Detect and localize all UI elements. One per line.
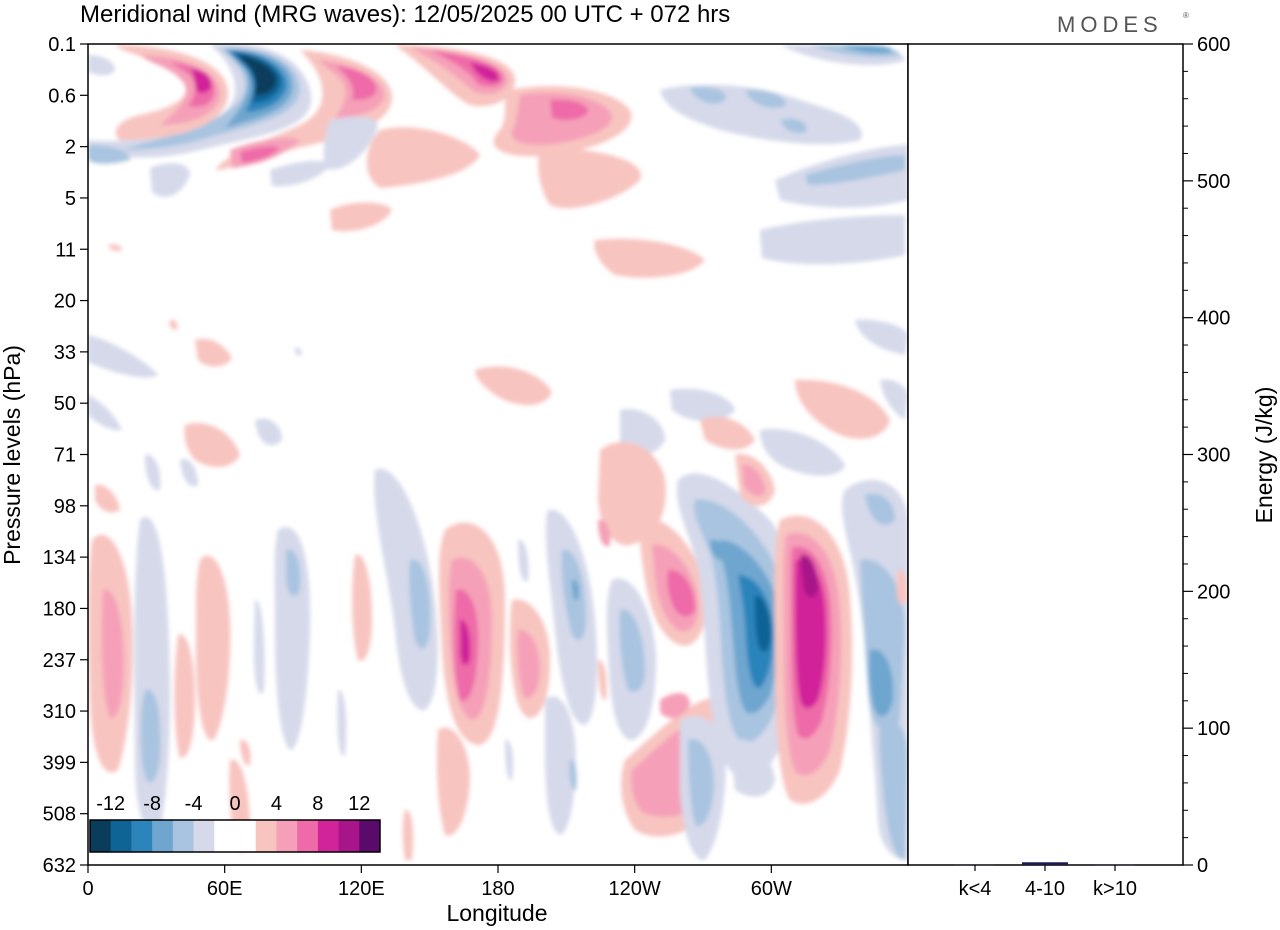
colorbar-swatch (255, 820, 277, 852)
x-tick-label: 60E (207, 878, 243, 900)
colorbar-swatch (193, 820, 215, 852)
y-tick-label: 11 (55, 239, 76, 261)
y-tick-label: 20 (54, 291, 76, 313)
colorbar-label: 0 (229, 793, 240, 815)
energy-category-labels: k<4 4-10 k>10 (959, 865, 1137, 900)
upper-wave-positive-30E (115, 45, 229, 140)
colorbar-swatch (131, 820, 153, 852)
energy-tick-label: 400 (1197, 308, 1230, 330)
energy-category-label: 4-10 (1025, 878, 1065, 900)
y-tick-label: 237 (43, 650, 76, 672)
lower-column-60W-positive (774, 515, 853, 804)
colorbar-swatch (359, 820, 381, 852)
modes-logo: MODES (1057, 12, 1163, 37)
x-tick-label: 0 (82, 878, 93, 900)
energy-panel: k<4 4-10 k>10 0 100 200 300 400 500 600 Energy (… (907, 34, 1277, 900)
energy-tick-label: 600 (1197, 34, 1230, 56)
colorbar-swatch (152, 820, 174, 852)
energy-category-label: k<4 (959, 878, 992, 900)
upper-wave-positive-90E (215, 50, 393, 170)
x-axis-ticks: 0 60E 120E 180 120W 60W (82, 865, 792, 900)
colorbar-swatch (90, 820, 112, 852)
upper-wave-positive-180 (366, 86, 642, 209)
energy-axis-title: Energy (J/kg) (1251, 387, 1277, 524)
colorbar-swatch (338, 820, 360, 852)
x-axis-title: Longitude (446, 900, 547, 926)
upper-wave-negative-60E (88, 44, 312, 158)
y-tick-label: 399 (43, 752, 76, 774)
lower-column-115E (352, 468, 438, 711)
energy-category-label: k>10 (1093, 878, 1137, 900)
y-tick-label: 310 (43, 701, 76, 723)
colorbar-frame (89, 819, 381, 853)
y-tick-label: 71 (54, 445, 76, 467)
lower-column-140W-positive (598, 441, 706, 701)
lower-column-180-positive (436, 522, 550, 836)
energy-tick-label: 500 (1197, 171, 1230, 193)
energy-bar (1022, 862, 1068, 865)
lower-column-40E (174, 555, 231, 759)
colorbar-label: 12 (348, 793, 370, 815)
energy-bar (1095, 864, 1135, 866)
x-tick-label: 120W (609, 878, 661, 900)
colorbar-swatch (110, 820, 132, 852)
energy-bars (955, 862, 1135, 866)
heatmap-plot (87, 43, 909, 866)
x-tick-label: 120E (338, 878, 385, 900)
lower-column-0E (88, 484, 133, 773)
colorbar-label: 8 (312, 793, 323, 815)
colorbar-swatch (235, 820, 257, 852)
colorbar-swatch (276, 820, 298, 852)
lower-column-25E (134, 517, 170, 833)
y-tick-label: 5 (65, 188, 76, 210)
colorbar (89, 819, 381, 853)
lower-column-30W-negative (842, 480, 908, 860)
energy-tick-label: 300 (1197, 445, 1230, 467)
energy-frame (907, 43, 1184, 866)
y-tick-label: 632 (43, 855, 76, 877)
energy-y-ticks: 0 100 200 300 400 500 600 (1183, 34, 1230, 877)
y-tick-label: 0.1 (48, 34, 76, 56)
colorbar-label: 4 (271, 793, 282, 815)
y-axis-title: Pressure levels (hPa) (0, 345, 25, 565)
colorbar-label: -12 (96, 793, 125, 815)
lower-column-130W-negative (606, 578, 656, 740)
colorbar-swatch (214, 820, 236, 852)
colorbar-swatch (172, 820, 195, 852)
energy-tick-label: 200 (1197, 581, 1230, 603)
y-tick-label: 0.6 (48, 85, 76, 107)
bottom-small-patches (145, 319, 577, 860)
y-tick-label: 98 (54, 496, 76, 518)
colorbar-swatch (317, 820, 340, 852)
lower-column-75W-negative (677, 416, 796, 861)
x-tick-label: 60W (751, 878, 792, 900)
y-tick-label: 134 (43, 547, 76, 569)
y-tick-label: 50 (54, 393, 76, 415)
chart-title: Meridional wind (MRG waves): 12/05/2025 … (80, 1, 730, 28)
energy-bar (955, 864, 995, 866)
y-tick-label: 33 (54, 342, 76, 364)
colorbar-swatch (297, 820, 319, 852)
y-tick-label: 508 (43, 804, 76, 826)
colorbar-label: -4 (185, 793, 203, 815)
colorbar-labels: -12 -8 -4 0 4 8 12 (96, 793, 370, 815)
lower-column-160W (505, 509, 597, 835)
mid-level-patches (88, 202, 908, 476)
energy-tick-label: 0 (1197, 855, 1208, 877)
colorbar-label: -8 (143, 793, 161, 815)
upper-negative-patches (88, 45, 908, 265)
registered-mark: ® (1183, 11, 1189, 20)
x-tick-label: 180 (481, 878, 514, 900)
energy-tick-label: 100 (1197, 718, 1230, 740)
y-tick-label: 180 (43, 598, 76, 620)
upper-wave-positive-150E (395, 45, 515, 107)
y-axis-ticks: 0.1 0.6 2 5 11 20 33 50 71 98 134 180 237 310 399 508 63… (43, 34, 88, 877)
y-tick-label: 2 (65, 137, 76, 159)
